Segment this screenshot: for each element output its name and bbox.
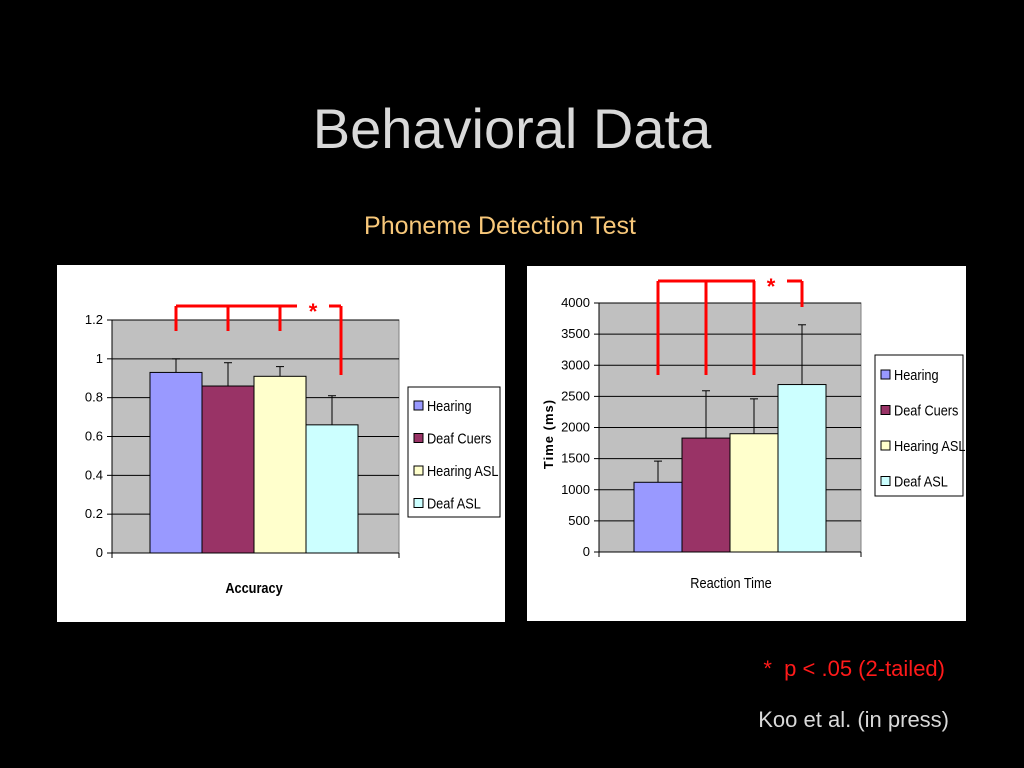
y-tick-label: 0	[583, 544, 590, 559]
bar-deaf-asl	[777, 384, 827, 553]
significance-footnote: * p < .05 (2-tailed)	[763, 656, 945, 681]
legend-label-hearing-asl: Hearing ASL	[894, 437, 966, 454]
y-tick-label: 0.6	[85, 429, 103, 444]
y-tick-label: 3000	[561, 357, 590, 372]
legend-swatch-hearing	[413, 400, 424, 411]
slide-title: Behavioral Data	[312, 97, 712, 160]
legend-swatch-deaf-cuers	[880, 405, 891, 415]
bar-hearing-asl	[729, 433, 779, 553]
x-axis-label: Reaction Time	[690, 574, 772, 591]
y-tick-label: 1	[96, 351, 103, 366]
bar-deaf-cuers	[681, 437, 731, 553]
y-tick-label: 3500	[561, 326, 590, 341]
y-axis-label: Time (ms)	[541, 399, 556, 469]
x-axis-label: Accuracy	[225, 579, 283, 596]
legend-label-deaf-cuers: Deaf Cuers	[894, 401, 958, 418]
significance-star: *	[309, 299, 318, 324]
y-tick-label: 1500	[561, 451, 590, 466]
slide-subtitle: Phoneme Detection Test	[364, 212, 636, 240]
legend-label-deaf-asl: Deaf ASL	[894, 472, 948, 489]
reaction-time-chart: 0 500 1000 1500 2000 2500 3000 3500 4000 * Reactio…	[541, 274, 966, 591]
y-tick-label: 500	[568, 513, 590, 528]
y-tick-label: 1.2	[85, 312, 103, 327]
reaction-time-chart-panel: 0 500 1000 1500 2000 2500 3000 3500 4000 * Reactio…	[527, 266, 966, 621]
bar-hearing	[149, 371, 203, 554]
significance-bracket	[656, 279, 804, 375]
y-tick-label: 0	[96, 545, 103, 560]
legend-swatch-hearing	[880, 369, 891, 380]
y-tick-label: 1000	[561, 482, 590, 497]
legend-label-hearing: Hearing	[894, 366, 939, 383]
legend-swatch-deaf-asl	[413, 498, 424, 508]
y-tick-label: 2500	[561, 388, 590, 403]
accuracy-chart: 0 0.2 0.4 0.6 0.8 1 1.2 * Accuracy Hearing Deaf Cu…	[85, 299, 501, 596]
significance-bracket	[174, 304, 343, 375]
bar-hearing-asl	[253, 375, 307, 554]
y-tick-label: 2000	[561, 420, 590, 435]
legend-label-hearing-asl: Hearing ASL	[427, 462, 499, 479]
citation: Koo et al. (in press)	[758, 707, 949, 732]
y-tick-label: 4000	[561, 295, 590, 310]
bar-hearing	[633, 481, 683, 553]
legend-swatch-hearing-asl	[413, 465, 424, 476]
legend-label-deaf-cuers: Deaf Cuers	[427, 429, 491, 446]
bar-deaf-asl	[305, 424, 359, 554]
legend-swatch-deaf-cuers	[413, 433, 424, 443]
accuracy-chart-panel: 0 0.2 0.4 0.6 0.8 1 1.2 * Accuracy Hearing Deaf Cu…	[57, 265, 505, 622]
legend-label-hearing: Hearing	[427, 397, 472, 414]
legend-label-deaf-asl: Deaf ASL	[427, 494, 481, 511]
legend-swatch-deaf-asl	[880, 476, 891, 486]
bar-deaf-cuers	[201, 385, 255, 554]
significance-star: *	[767, 274, 776, 299]
legend-swatch-hearing-asl	[880, 440, 891, 451]
y-tick-label: 0.8	[85, 390, 103, 405]
y-tick-label: 0.2	[85, 506, 103, 521]
y-tick-label: 0.4	[85, 467, 103, 482]
